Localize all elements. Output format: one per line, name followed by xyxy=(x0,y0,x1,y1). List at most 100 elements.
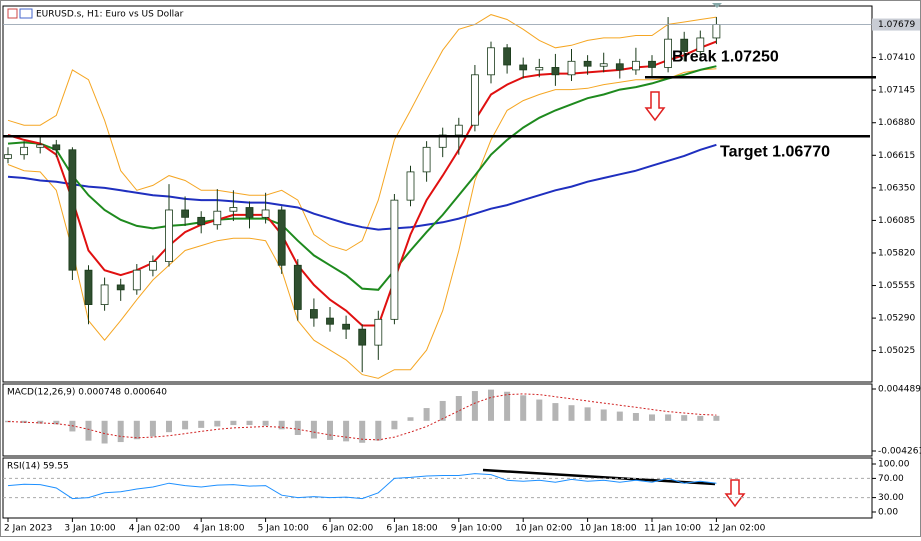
candle-body xyxy=(519,64,528,71)
macd-panel xyxy=(2,383,873,457)
candle-body xyxy=(261,209,270,218)
macd-bar xyxy=(504,391,511,421)
candle-body xyxy=(632,60,640,71)
macd-bar xyxy=(214,420,221,427)
macd-bar xyxy=(230,420,237,426)
macd-bar xyxy=(488,389,494,421)
x-tick-label: 4 Jan 02:00 xyxy=(129,524,181,534)
y-tick-label: 1.07145 xyxy=(878,86,915,96)
x-tick-label: 6 Jan 02:00 xyxy=(322,524,374,534)
chart-title: EURUSD.s, H1: Euro vs US Dollar xyxy=(36,10,184,20)
icon xyxy=(7,8,18,19)
macd-bar xyxy=(584,407,591,421)
candle-body xyxy=(245,207,254,218)
y-tick-label: 0.004489 xyxy=(878,385,921,395)
macd-bar xyxy=(649,414,655,421)
macd-bar xyxy=(552,403,559,421)
y-tick-label: 1.06615 xyxy=(878,151,915,161)
macd-bar xyxy=(681,415,688,421)
candle-body xyxy=(342,323,351,330)
macd-label: MACD(12,26,9) 0.000748 0.000640 xyxy=(7,388,167,398)
candle-body xyxy=(132,269,141,291)
last-price-box xyxy=(872,18,920,31)
macd-bar xyxy=(262,420,269,426)
macd-bar xyxy=(697,415,704,421)
y-tick-label: 1.05555 xyxy=(878,281,915,291)
macd-bar xyxy=(391,420,398,430)
x-tick-label: 4 Jan 18:00 xyxy=(193,524,245,534)
y-tick-label: 0.00 xyxy=(878,508,898,518)
signal-line xyxy=(7,393,717,441)
indicator-line xyxy=(7,65,717,291)
rsi-trendline xyxy=(482,468,716,486)
y-tick-label: 1.06350 xyxy=(878,183,915,193)
candle-body xyxy=(165,209,173,262)
x-tick-label: 2 Jan 2023 xyxy=(4,524,52,534)
candle-body xyxy=(390,199,399,320)
x-tick-label: 10 Jan 02:00 xyxy=(515,524,572,534)
candle-body xyxy=(116,284,125,291)
macd-bar xyxy=(198,420,205,428)
macd-bar xyxy=(101,420,108,444)
macd-bar xyxy=(53,420,60,425)
icon xyxy=(19,8,33,19)
y-tick-label: 1.07410 xyxy=(878,53,915,63)
candle-body xyxy=(358,328,367,346)
macd-bar xyxy=(600,409,607,421)
candle-body xyxy=(567,60,576,76)
y-tick-label: 1.05820 xyxy=(878,248,915,258)
macd-bar xyxy=(439,400,446,421)
candle-body xyxy=(696,37,705,52)
main-panel xyxy=(2,5,873,383)
candle-body xyxy=(374,318,383,346)
macd-bar xyxy=(37,420,44,424)
candle-body xyxy=(68,149,77,271)
candle-body xyxy=(454,124,463,136)
candle-body xyxy=(326,317,334,325)
y-tick-label: 1.05025 xyxy=(878,346,915,356)
macd-bar xyxy=(166,420,172,433)
candle-body xyxy=(293,264,302,310)
candle-body xyxy=(277,209,286,266)
candle-body xyxy=(664,38,672,68)
x-tick-label: 10 Jan 18:00 xyxy=(580,524,637,534)
x-tick-label: 9 Jan 10:00 xyxy=(451,524,503,534)
x-tick-label: 11 Jan 10:00 xyxy=(644,524,701,534)
macd-bar xyxy=(713,415,720,421)
marker xyxy=(712,3,722,8)
macd-bar xyxy=(294,420,301,435)
indicator-line xyxy=(7,68,717,379)
indicator-line xyxy=(7,143,717,231)
macd-bar xyxy=(568,405,575,421)
down-arrow xyxy=(724,479,746,508)
candle-body xyxy=(583,60,592,67)
macd-bar xyxy=(343,420,350,442)
rsi-line xyxy=(7,473,717,500)
y-tick-label: 1.05290 xyxy=(878,314,915,324)
x-tick-label: 6 Jan 18:00 xyxy=(386,524,438,534)
macd-bar xyxy=(182,420,189,430)
down-arrow xyxy=(644,91,666,122)
y-tick-label: 70.00 xyxy=(878,474,904,484)
y-tick-label: 1.06085 xyxy=(878,216,915,226)
candle-body xyxy=(680,38,689,52)
macd-bar xyxy=(407,417,414,421)
candle-body xyxy=(648,60,656,68)
candle-body xyxy=(406,171,415,201)
macd-bar xyxy=(359,420,366,443)
rsi-label: RSI(14) 59.55 xyxy=(7,462,69,472)
y-tick-label: -0.004261 xyxy=(878,447,921,457)
candle-body xyxy=(36,144,45,148)
candle-body xyxy=(712,24,721,39)
macd-bar xyxy=(520,395,527,421)
rsi-panel xyxy=(2,457,873,519)
macd-bar xyxy=(327,420,333,440)
candle-body xyxy=(4,154,12,159)
y-tick-label: 30.00 xyxy=(878,493,904,503)
macd-bar xyxy=(310,420,317,439)
macd-bar xyxy=(133,420,140,440)
last-price-label: 1.07679 xyxy=(878,20,915,30)
candle-body xyxy=(422,146,431,173)
macd-bar xyxy=(246,420,253,426)
